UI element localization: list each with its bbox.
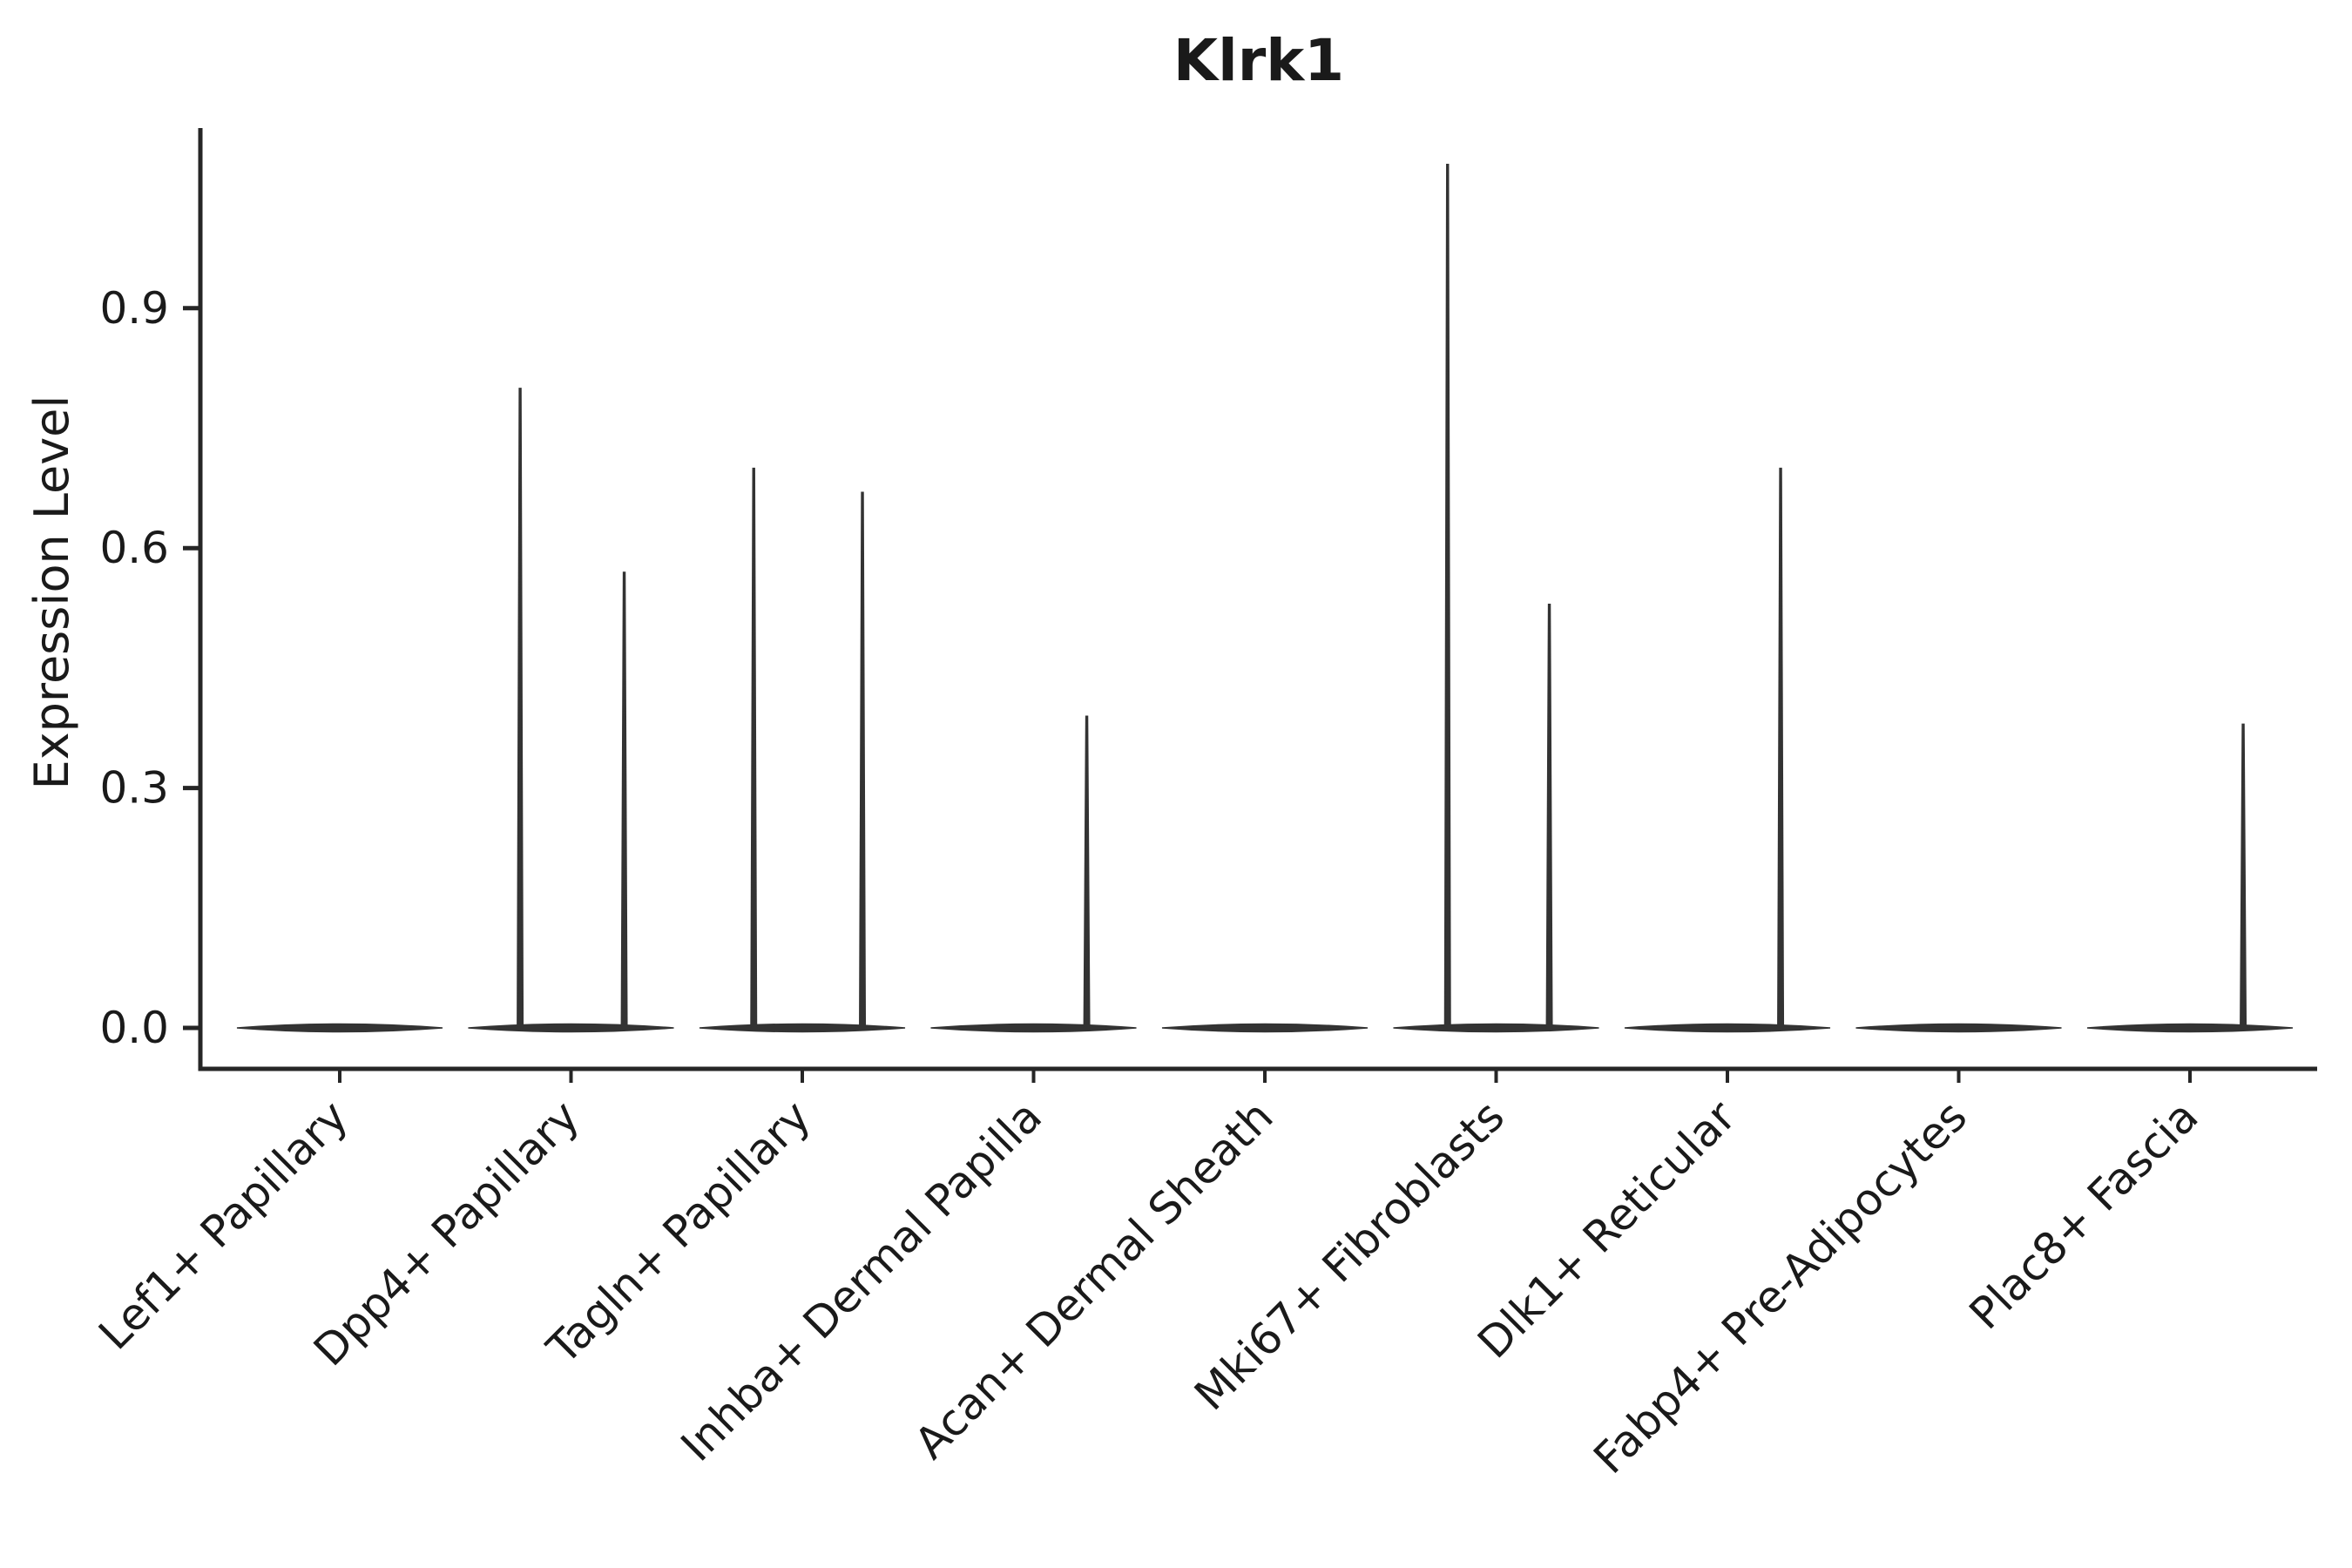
x-tick-label: Lef1+ Papillary [89, 1091, 357, 1359]
y-tick-label: 0.6 [99, 523, 169, 573]
violin-spike [517, 388, 524, 1029]
violin-spike [1545, 603, 1553, 1029]
violin-baseline [699, 1023, 906, 1033]
violin-spike [1083, 715, 1091, 1029]
axes: 0.0 0.3 0.6 0.9 [99, 128, 2317, 1083]
x-tick-label: Dlk1+ Reticular [1468, 1091, 1745, 1368]
violin-spike [859, 491, 867, 1029]
violin-spike [1443, 164, 1451, 1029]
y-tick-label: 0.0 [99, 1003, 169, 1053]
violin-spike [620, 571, 628, 1029]
y-tick-label: 0.3 [99, 763, 169, 814]
violin-baseline [930, 1023, 1137, 1033]
x-tick-label: Fabp4+ Pre-Adipocytes [1584, 1091, 1977, 1484]
x-tick-label: Plac8+ Fascia [1960, 1091, 2208, 1339]
violin-baseline [1393, 1023, 1599, 1033]
violin-baseline [1624, 1023, 1831, 1033]
violin-baseline [236, 1023, 443, 1033]
violin-spike [1777, 467, 1785, 1029]
violin-spike [750, 467, 758, 1029]
violins [236, 164, 2294, 1033]
violin-baseline [2086, 1023, 2294, 1033]
violin-baseline [1855, 1023, 2062, 1033]
violin-spike [2240, 723, 2247, 1029]
violin-baseline [1161, 1023, 1369, 1033]
y-axis-label: Expression Level [24, 395, 79, 790]
violin-baseline [468, 1023, 674, 1033]
y-tick-label: 0.9 [99, 283, 169, 334]
chart-title: Klrk1 [1173, 27, 1344, 94]
